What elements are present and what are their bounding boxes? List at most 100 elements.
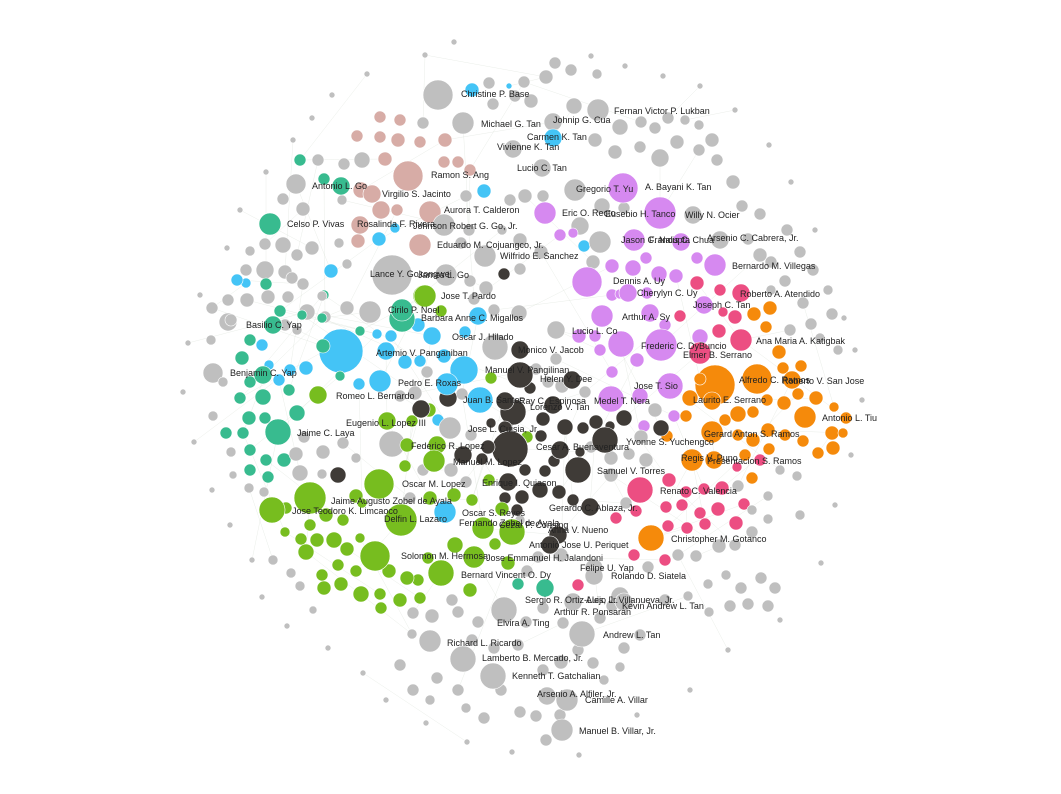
person-node[interactable]: [614, 592, 634, 612]
person-node[interactable]: [490, 596, 518, 624]
person-node[interactable]: [263, 315, 283, 335]
person-node[interactable]: [466, 386, 494, 414]
person-node[interactable]: [793, 405, 817, 429]
person-node[interactable]: [622, 228, 646, 252]
person-node[interactable]: [563, 178, 587, 202]
person-node[interactable]: [546, 320, 566, 340]
person-node[interactable]: [597, 385, 625, 413]
person-node[interactable]: [473, 244, 497, 268]
person-node[interactable]: [702, 391, 722, 411]
person-node[interactable]: [543, 395, 563, 415]
person-node[interactable]: [571, 266, 603, 298]
person-node[interactable]: [782, 370, 802, 390]
person-node[interactable]: [704, 450, 724, 470]
person-node[interactable]: [363, 468, 395, 500]
person-label: Eusebio H. Tanco: [605, 209, 675, 219]
person-node[interactable]: [422, 449, 446, 473]
person-node[interactable]: [562, 370, 582, 390]
person-node[interactable]: [498, 472, 518, 492]
person-node[interactable]: [384, 503, 418, 537]
person-node[interactable]: [729, 328, 753, 352]
person-node[interactable]: [506, 361, 534, 389]
person-label: Rosalinda F. Rivera: [357, 219, 435, 229]
person-node[interactable]: [462, 545, 486, 569]
person-node[interactable]: [591, 426, 619, 454]
person-node[interactable]: [584, 566, 604, 586]
person-node[interactable]: [731, 283, 751, 303]
person-node[interactable]: [563, 592, 583, 612]
person-node[interactable]: [550, 718, 574, 742]
person-node[interactable]: [510, 340, 530, 360]
person-node[interactable]: [408, 233, 432, 257]
person-node[interactable]: [418, 200, 442, 224]
person-node[interactable]: [422, 326, 442, 346]
network-node: [760, 393, 774, 407]
person-node[interactable]: [422, 79, 454, 111]
person-node[interactable]: [418, 629, 442, 653]
person-node[interactable]: [434, 263, 458, 287]
person-node[interactable]: [377, 411, 397, 431]
person-node[interactable]: [413, 284, 437, 308]
person-node[interactable]: [694, 295, 714, 315]
person-node[interactable]: [683, 205, 703, 225]
person-node[interactable]: [471, 516, 495, 540]
person-node[interactable]: [371, 254, 413, 296]
person-node[interactable]: [390, 298, 414, 322]
person-node[interactable]: [331, 176, 351, 196]
person-node[interactable]: [543, 128, 563, 148]
person-node[interactable]: [700, 420, 724, 444]
person-node[interactable]: [555, 688, 579, 712]
person-node[interactable]: [643, 196, 677, 230]
person-node[interactable]: [392, 160, 424, 192]
person-node[interactable]: [376, 341, 396, 361]
person-node[interactable]: [637, 524, 665, 552]
person-node[interactable]: [540, 535, 560, 555]
person-node[interactable]: [503, 139, 523, 159]
person-node[interactable]: [362, 184, 382, 204]
person-node[interactable]: [710, 230, 730, 250]
person-node[interactable]: [308, 385, 328, 405]
person-node[interactable]: [449, 645, 477, 673]
person-node[interactable]: [626, 476, 654, 504]
person-node[interactable]: [438, 416, 462, 440]
person-node[interactable]: [498, 518, 526, 546]
person-node[interactable]: [253, 365, 273, 385]
person-node[interactable]: [533, 201, 557, 225]
person-node[interactable]: [568, 620, 596, 648]
person-node[interactable]: [535, 578, 555, 598]
person-node[interactable]: [550, 440, 570, 460]
person-node[interactable]: [427, 559, 455, 587]
person-node[interactable]: [432, 213, 456, 237]
person-node[interactable]: [479, 662, 507, 690]
person-node[interactable]: [741, 363, 773, 395]
person-node[interactable]: [435, 372, 459, 396]
person-node[interactable]: [688, 341, 712, 365]
network-node: [627, 548, 641, 562]
person-node[interactable]: [258, 212, 282, 236]
person-node[interactable]: [264, 418, 292, 446]
person-node[interactable]: [590, 304, 614, 328]
person-node[interactable]: [564, 456, 592, 484]
person-node[interactable]: [607, 172, 639, 204]
person-node[interactable]: [644, 328, 678, 362]
person-node[interactable]: [258, 496, 286, 524]
person-node[interactable]: [350, 215, 370, 235]
person-node[interactable]: [656, 372, 684, 400]
person-node[interactable]: [671, 232, 691, 252]
person-node[interactable]: [293, 481, 327, 515]
person-node[interactable]: [433, 500, 457, 524]
person-node[interactable]: [451, 111, 475, 135]
person-node[interactable]: [618, 283, 638, 303]
person-node[interactable]: [359, 540, 391, 572]
person-node[interactable]: [468, 306, 488, 326]
person-node[interactable]: [580, 497, 600, 517]
person-node[interactable]: [703, 253, 727, 277]
network-node: [481, 333, 509, 361]
network-node: [465, 633, 479, 647]
person-node[interactable]: [680, 448, 704, 472]
network-node: [711, 323, 727, 339]
person-node[interactable]: [537, 686, 557, 706]
person-node[interactable]: [532, 158, 552, 178]
person-node[interactable]: [495, 391, 515, 411]
person-node[interactable]: [586, 98, 610, 122]
